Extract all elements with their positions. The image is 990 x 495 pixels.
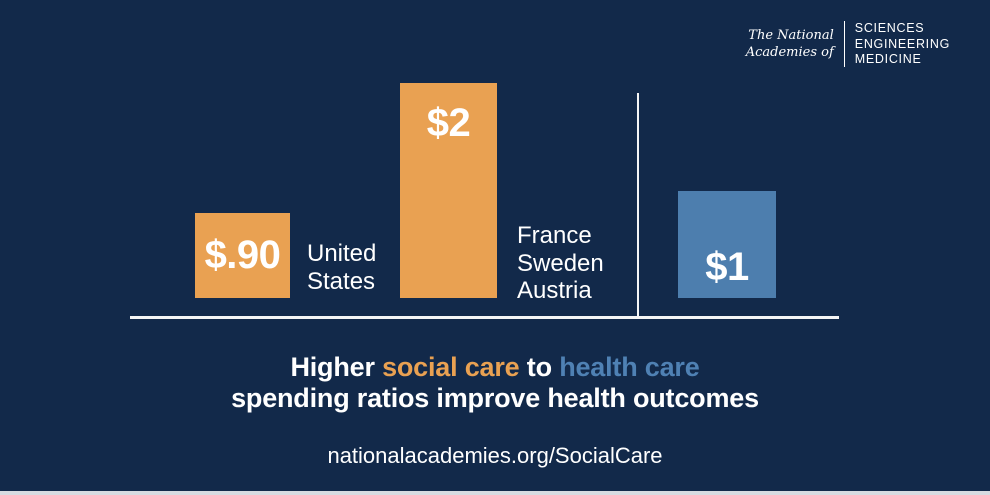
category-line: States bbox=[307, 267, 376, 295]
logo-discipline-medicine: MEDICINE bbox=[854, 52, 922, 66]
logo-discipline-sciences: SCIENCES bbox=[854, 21, 925, 35]
logo-disciplines: SCIENCES ENGINEERING MEDICINE bbox=[845, 21, 950, 68]
bar-value-label-eu: $2 bbox=[426, 101, 471, 145]
bar-value-label-blue: $1 bbox=[705, 245, 749, 289]
logo-wordmark-line1: The National bbox=[748, 28, 834, 44]
category-line: United bbox=[307, 240, 377, 267]
bar-category-united-states: United States bbox=[307, 240, 376, 295]
category-line: Austria bbox=[517, 277, 592, 304]
category-line: Sweden bbox=[517, 249, 604, 277]
bar-value-label-us: $.90 bbox=[204, 233, 281, 277]
logo-wordmark: The National Academies of bbox=[746, 27, 844, 61]
national-academies-logo: The National Academies of SCIENCES ENGIN… bbox=[746, 21, 950, 68]
headline: Higher social care to health care spendi… bbox=[0, 352, 990, 414]
logo-wordmark-line2: Academies of bbox=[745, 45, 834, 61]
logo-divider-line bbox=[843, 21, 845, 68]
chart-divider-line bbox=[637, 93, 639, 316]
headline-line-2: spending ratios improve health outcomes bbox=[231, 383, 759, 413]
bar-france-sweden-austria: $2 bbox=[400, 83, 497, 298]
footer-url: nationalacademies.org/SocialCare bbox=[327, 443, 663, 468]
bar-category-france-sweden-austria: France Sweden Austria bbox=[517, 222, 604, 305]
category-line: France bbox=[517, 222, 592, 249]
headline-segment-to: to bbox=[526, 352, 552, 382]
headline-segment-health-care: health care bbox=[559, 352, 700, 382]
logo-discipline-engineering: ENGINEERING bbox=[854, 36, 950, 51]
headline-segment-white: Higher bbox=[290, 352, 375, 382]
headline-segment-social-care: social care bbox=[382, 352, 520, 382]
headline-line-1: Higher social care to health care bbox=[0, 352, 990, 383]
bar-blue-dollar-one: $1 bbox=[678, 191, 776, 298]
chart-baseline bbox=[130, 316, 839, 319]
bar-united-states: $.90 bbox=[195, 213, 290, 298]
footer-strip bbox=[0, 491, 990, 495]
